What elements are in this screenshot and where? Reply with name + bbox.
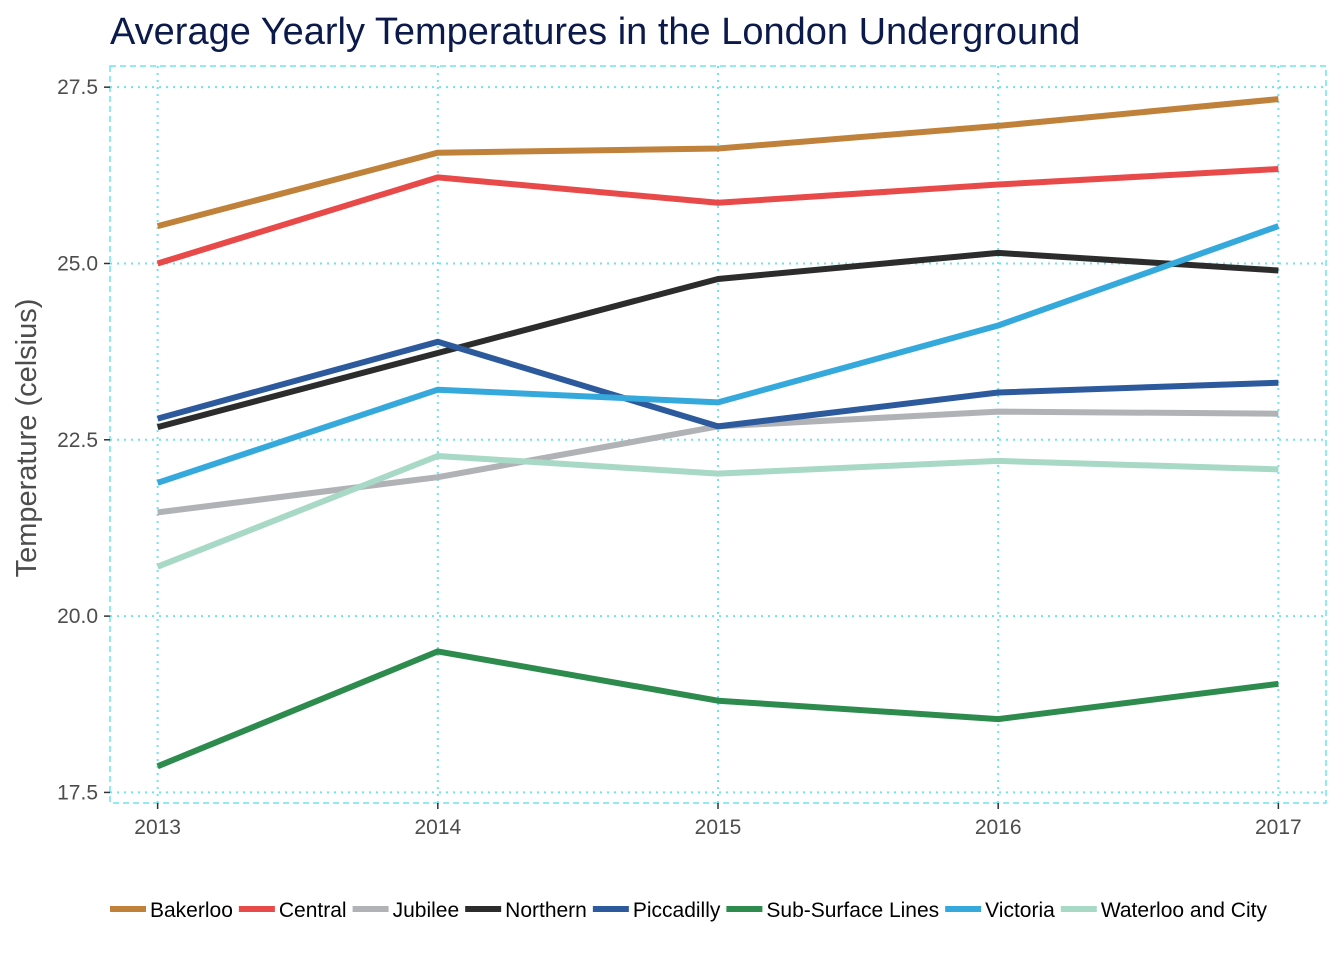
y-axis-label: Temperature (celsius) bbox=[11, 299, 43, 578]
series-line-victoria bbox=[156, 223, 1280, 486]
legend-item-sub-surface-lines: Sub-Surface Lines bbox=[726, 899, 939, 922]
legend-label: Bakerloo bbox=[150, 899, 233, 922]
y-tick-label: 27.5 bbox=[57, 76, 98, 99]
y-axis: 17.5 20.0 22.5 25.0 27.5 bbox=[57, 76, 110, 804]
legend-item-jubilee: Jubilee bbox=[352, 899, 460, 922]
x-tick-label: 2014 bbox=[414, 816, 461, 839]
x-tick-label: 2015 bbox=[695, 816, 742, 839]
legend: Bakerloo Central Jubilee Northern Piccadilly… bbox=[110, 899, 1267, 922]
series-line-bakerloo bbox=[156, 96, 1279, 230]
legend-label: Jubilee bbox=[393, 899, 460, 922]
legend-item-central: Central bbox=[238, 899, 347, 922]
legend-label: Victoria bbox=[985, 899, 1055, 922]
series-line-central bbox=[156, 166, 1279, 267]
y-tick-label: 25.0 bbox=[57, 252, 98, 275]
y-tick-label: 22.5 bbox=[57, 429, 98, 452]
y-tick-label: 17.5 bbox=[57, 781, 98, 804]
series-lines bbox=[156, 96, 1280, 770]
x-axis: 2013 2014 2015 2016 2017 bbox=[134, 803, 1302, 839]
series-line-sub-surface-lines bbox=[156, 648, 1279, 770]
chart-title: Average Yearly Temperatures in the Londo… bbox=[110, 11, 1080, 53]
x-tick-label: 2017 bbox=[1255, 816, 1302, 839]
legend-item-bakerloo: Bakerloo bbox=[110, 899, 233, 922]
y-tick-label: 20.0 bbox=[57, 605, 98, 628]
legend-item-northern: Northern bbox=[465, 899, 587, 922]
series-line-northern bbox=[156, 249, 1279, 431]
legend-label: Northern bbox=[505, 899, 587, 922]
legend-label: Waterloo and City bbox=[1101, 899, 1268, 922]
x-tick-label: 2013 bbox=[134, 816, 181, 839]
legend-item-piccadilly: Piccadilly bbox=[592, 899, 721, 922]
legend-label: Piccadilly bbox=[633, 899, 721, 922]
series-line-waterloo-and-city bbox=[156, 453, 1279, 570]
legend-item-victoria: Victoria bbox=[945, 899, 1055, 922]
legend-label: Sub-Surface Lines bbox=[766, 899, 939, 922]
series-line-piccadilly bbox=[156, 338, 1279, 430]
x-tick-label: 2016 bbox=[975, 816, 1022, 839]
legend-item-waterloo-and-city: Waterloo and City bbox=[1060, 899, 1268, 922]
legend-label: Central bbox=[279, 899, 347, 922]
